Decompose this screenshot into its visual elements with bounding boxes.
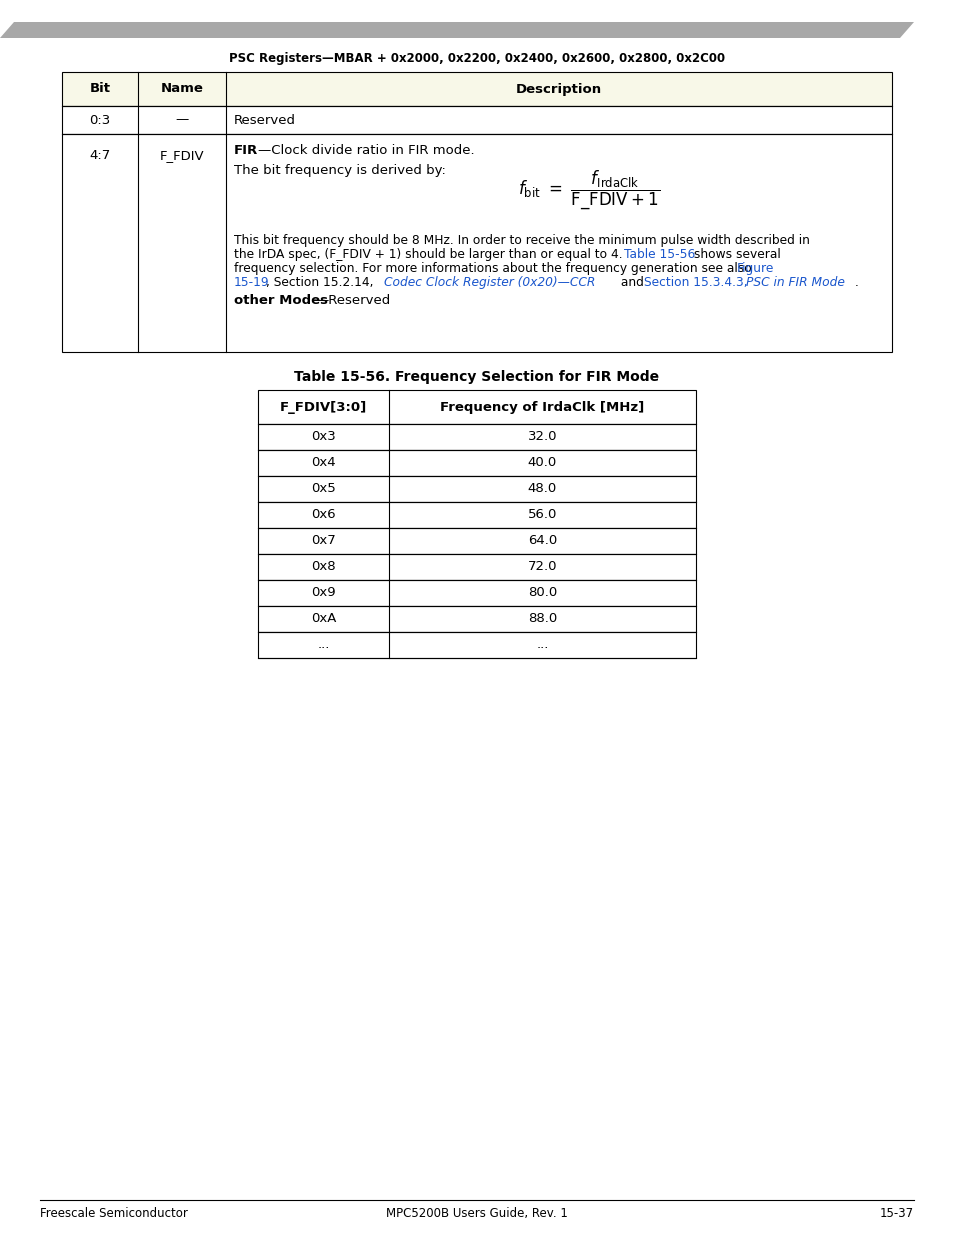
Text: , Section 15.2.14,: , Section 15.2.14, <box>265 275 376 289</box>
Text: 0x8: 0x8 <box>311 561 335 573</box>
Bar <box>257 632 696 658</box>
Text: Figure: Figure <box>736 262 773 275</box>
Text: This bit frequency should be 8 MHz. In order to receive the minimum pulse width : This bit frequency should be 8 MHz. In o… <box>233 233 808 247</box>
Text: Table 15-56: Table 15-56 <box>623 248 694 261</box>
Text: ...: ... <box>317 638 330 652</box>
Bar <box>257 450 696 475</box>
Bar <box>257 580 696 606</box>
Text: —Reserved: —Reserved <box>315 294 391 308</box>
Text: 48.0: 48.0 <box>527 483 557 495</box>
Text: Section 15.3.4.3,: Section 15.3.4.3, <box>643 275 750 289</box>
Text: the IrDA spec, (F_FDIV + 1) should be larger than or equal to 4.: the IrDA spec, (F_FDIV + 1) should be la… <box>233 248 625 261</box>
Text: frequency selection. For more informations about the frequency generation see al: frequency selection. For more informatio… <box>233 262 755 275</box>
Text: Freescale Semiconductor: Freescale Semiconductor <box>40 1207 188 1220</box>
Text: 0x9: 0x9 <box>311 587 335 599</box>
Bar <box>257 529 696 555</box>
Polygon shape <box>0 22 913 38</box>
Text: 0x7: 0x7 <box>311 535 335 547</box>
Text: 56.0: 56.0 <box>527 509 557 521</box>
Text: 0x4: 0x4 <box>311 457 335 469</box>
Text: ...: ... <box>536 638 548 652</box>
Text: Reserved: Reserved <box>233 114 295 126</box>
Text: 0x6: 0x6 <box>311 509 335 521</box>
Text: Frequency of IrdaClk [MHz]: Frequency of IrdaClk [MHz] <box>440 400 644 414</box>
Text: Table 15-56. Frequency Selection for FIR Mode: Table 15-56. Frequency Selection for FIR… <box>294 370 659 384</box>
Text: Name: Name <box>160 83 203 95</box>
Text: PSC Registers—MBAR + 0x2000, 0x2200, 0x2400, 0x2600, 0x2800, 0x2C00: PSC Registers—MBAR + 0x2000, 0x2200, 0x2… <box>229 52 724 65</box>
Bar <box>257 501 696 529</box>
Text: 0:3: 0:3 <box>90 114 111 126</box>
Text: —Clock divide ratio in FIR mode.: —Clock divide ratio in FIR mode. <box>257 144 474 157</box>
Text: 0x5: 0x5 <box>311 483 335 495</box>
Text: 88.0: 88.0 <box>527 613 557 625</box>
Bar <box>257 390 696 424</box>
Text: 0x3: 0x3 <box>311 431 335 443</box>
Bar <box>62 135 891 352</box>
Text: FIR: FIR <box>233 144 257 157</box>
Text: MPC5200B Users Guide, Rev. 1: MPC5200B Users Guide, Rev. 1 <box>386 1207 567 1220</box>
Text: 15-37: 15-37 <box>879 1207 913 1220</box>
Text: $f_{\rm bit}\ =\ \dfrac{f_{\rm IrdaClk}}{{\rm F\_FDIV}+1}$: $f_{\rm bit}\ =\ \dfrac{f_{\rm IrdaClk}}… <box>517 169 659 211</box>
Text: —: — <box>175 114 189 126</box>
Bar <box>257 424 696 450</box>
Text: Bit: Bit <box>90 83 111 95</box>
Text: The bit frequency is derived by:: The bit frequency is derived by: <box>233 164 445 177</box>
Text: 40.0: 40.0 <box>527 457 557 469</box>
Text: 15-19: 15-19 <box>233 275 269 289</box>
Text: PSC in FIR Mode: PSC in FIR Mode <box>744 275 843 289</box>
Text: Description: Description <box>516 83 601 95</box>
Bar <box>257 475 696 501</box>
Text: .: . <box>854 275 858 289</box>
Text: 64.0: 64.0 <box>527 535 557 547</box>
Text: 0xA: 0xA <box>311 613 335 625</box>
Text: 4:7: 4:7 <box>90 149 111 162</box>
Text: F_FDIV: F_FDIV <box>159 149 204 162</box>
Bar <box>62 106 891 135</box>
Text: shows several: shows several <box>689 248 780 261</box>
Text: 32.0: 32.0 <box>527 431 557 443</box>
Bar <box>257 606 696 632</box>
Text: 80.0: 80.0 <box>527 587 557 599</box>
Text: F_FDIV[3:0]: F_FDIV[3:0] <box>279 400 367 414</box>
Bar <box>62 72 891 106</box>
Text: other Modes: other Modes <box>233 294 327 308</box>
Text: 72.0: 72.0 <box>527 561 557 573</box>
Text: and: and <box>616 275 646 289</box>
Bar <box>257 555 696 580</box>
Text: Codec Clock Register (0x20)—CCR: Codec Clock Register (0x20)—CCR <box>383 275 595 289</box>
